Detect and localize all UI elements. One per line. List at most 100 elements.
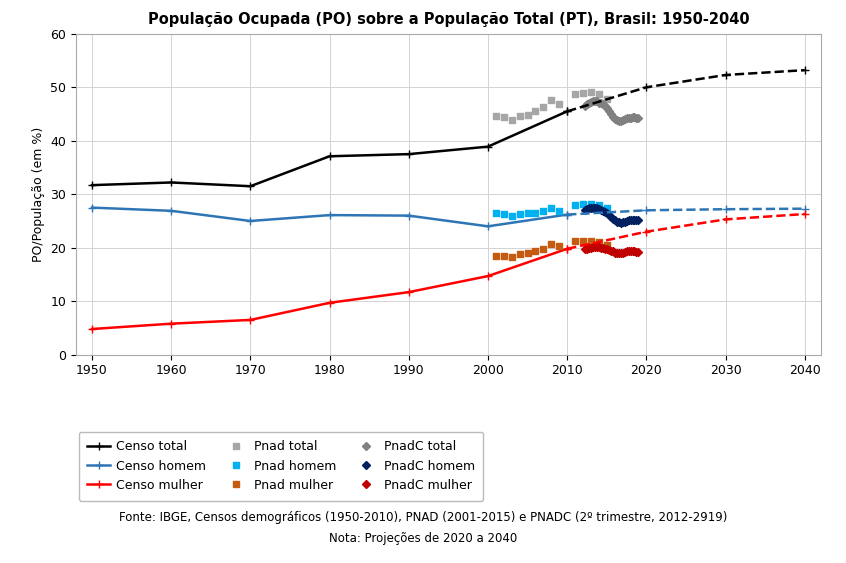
Point xyxy=(600,209,613,218)
Point xyxy=(545,203,558,212)
Point xyxy=(592,90,606,99)
Point xyxy=(624,216,637,225)
Point xyxy=(602,245,616,254)
Text: Fonte: IBGE, Censos demográficos (1950-2010), PNAD (2001-2015) e PNADC (2º trime: Fonte: IBGE, Censos demográficos (1950-2… xyxy=(118,511,728,524)
Point xyxy=(594,205,607,215)
Point xyxy=(585,204,598,213)
Point xyxy=(629,113,643,122)
Point xyxy=(576,88,590,97)
Point xyxy=(620,114,634,123)
Point xyxy=(521,209,535,218)
Point xyxy=(594,99,607,108)
Point xyxy=(596,206,610,215)
Point xyxy=(569,237,582,246)
Point xyxy=(497,113,511,122)
Point xyxy=(616,217,629,226)
Point xyxy=(585,88,598,97)
Point xyxy=(591,204,604,213)
Point xyxy=(588,96,602,105)
Point xyxy=(604,247,618,256)
Point xyxy=(604,213,618,222)
Point xyxy=(626,216,640,225)
Point xyxy=(604,109,618,119)
Point xyxy=(545,95,558,104)
Point xyxy=(588,203,602,212)
Title: População Ocupada (PO) sobre a População Total (PT), Brasil: 1950-2040: População Ocupada (PO) sobre a População… xyxy=(147,12,750,27)
Point xyxy=(513,111,526,120)
Point xyxy=(489,251,503,260)
Point xyxy=(569,90,582,99)
Point xyxy=(513,209,526,218)
Point xyxy=(578,101,591,110)
Point xyxy=(529,247,542,256)
Point xyxy=(497,252,511,261)
Point xyxy=(602,211,616,220)
Point xyxy=(614,117,628,126)
Point xyxy=(505,115,519,124)
Point xyxy=(618,115,631,124)
Point xyxy=(616,116,629,125)
Point xyxy=(529,107,542,116)
Point xyxy=(618,248,631,257)
Point xyxy=(594,243,607,252)
Point xyxy=(596,100,610,109)
Point xyxy=(578,245,591,254)
Point xyxy=(628,113,641,122)
Point xyxy=(600,203,613,212)
Point xyxy=(598,207,612,216)
Point xyxy=(585,236,598,245)
Point xyxy=(536,206,550,215)
Point xyxy=(600,245,613,254)
Point xyxy=(497,209,511,218)
Point xyxy=(592,243,606,252)
Point xyxy=(628,216,641,225)
Point xyxy=(569,201,582,210)
Point xyxy=(606,112,619,121)
Point xyxy=(529,208,542,217)
Point xyxy=(622,113,635,122)
Point xyxy=(596,244,610,253)
Point xyxy=(612,217,625,226)
Point xyxy=(632,114,645,123)
Point xyxy=(580,100,594,109)
Point xyxy=(585,243,598,252)
Point xyxy=(586,203,600,212)
Point xyxy=(600,240,613,249)
Point xyxy=(626,113,640,122)
Point xyxy=(591,242,604,251)
Point xyxy=(521,110,535,119)
Point xyxy=(489,208,503,217)
Point xyxy=(606,247,619,256)
Point xyxy=(632,216,645,225)
Point xyxy=(598,101,612,110)
Point xyxy=(622,247,635,256)
Point xyxy=(588,242,602,251)
Point xyxy=(536,245,550,254)
Point xyxy=(521,249,535,258)
Point xyxy=(552,207,566,216)
Point xyxy=(592,200,606,209)
Point xyxy=(610,248,624,257)
Point xyxy=(614,249,628,258)
Point xyxy=(592,205,606,214)
Point xyxy=(489,111,503,120)
Point xyxy=(632,248,645,257)
Text: Nota: Projeções de 2020 a 2040: Nota: Projeções de 2020 a 2040 xyxy=(329,531,517,544)
Point xyxy=(608,248,622,257)
Point xyxy=(620,216,634,225)
Point xyxy=(614,218,628,227)
Point xyxy=(600,95,613,104)
Point xyxy=(513,249,526,258)
Point xyxy=(576,200,590,209)
Point xyxy=(612,117,625,126)
Point xyxy=(582,244,596,253)
Point xyxy=(624,247,637,256)
Point xyxy=(582,204,596,213)
Point xyxy=(580,205,594,214)
Point xyxy=(610,115,624,124)
Point xyxy=(598,244,612,253)
Point xyxy=(585,98,598,107)
Point xyxy=(616,248,629,257)
Point xyxy=(612,249,625,258)
Point xyxy=(592,99,606,108)
